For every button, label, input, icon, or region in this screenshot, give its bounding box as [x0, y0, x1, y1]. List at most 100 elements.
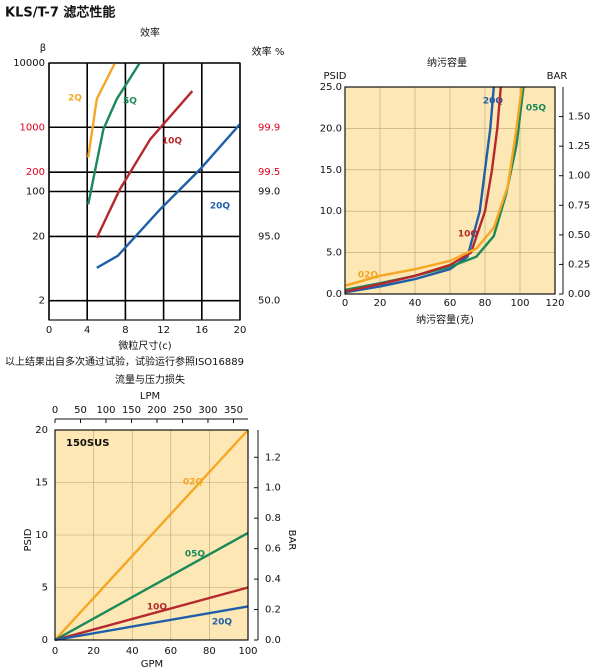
series-label: 05Q [526, 104, 547, 114]
series-line [95, 90, 194, 239]
chart-title: 流量与压力损失 [115, 373, 185, 386]
series-label: 10Q [147, 603, 168, 613]
series-line [96, 123, 241, 269]
x-tick-label: 60 [164, 646, 177, 657]
y-tick-label: 5 [42, 583, 48, 594]
y2-tick-label: 1.50 [568, 112, 590, 123]
y2-tick-label: 0.6 [265, 544, 281, 555]
x-axis-label: 微粒尺寸(c) [118, 339, 171, 352]
series-line [344, 86, 523, 287]
y2-tick-label: 95.0 [258, 231, 280, 242]
series-label: 20Q [212, 618, 233, 628]
page-title: KLS/T-7 滤芯性能 [5, 5, 115, 21]
x-tick-label: 40 [409, 298, 422, 309]
x-tick-label: 20 [87, 646, 100, 657]
y-tick-label: 10 [35, 530, 48, 541]
chart-title: 效率 [140, 26, 160, 39]
x-axis-label: GPM [141, 659, 163, 670]
x-axis-label: 纳污容量(克) [416, 313, 474, 326]
y-tick-label: 0.0 [326, 289, 342, 300]
y-tick-label: 1000 [20, 122, 45, 133]
x2-tick-label: 250 [173, 405, 192, 416]
y2-tick-label: 50.0 [258, 296, 280, 307]
y-tick-label: 5.0 [326, 248, 342, 259]
annotation: 150SUS [66, 438, 109, 449]
series-line [54, 605, 249, 642]
x-tick-label: 0 [52, 646, 58, 657]
x2-tick-label: 50 [74, 405, 87, 416]
y2-tick-label: 1.00 [568, 171, 590, 182]
plot-border [344, 86, 556, 295]
plot-border [54, 429, 249, 641]
y-tick-label: 2 [39, 296, 45, 307]
x-tick-label: 100 [238, 646, 257, 657]
y-tick-label: 200 [26, 167, 45, 178]
y2-tick-label: 0.25 [568, 259, 590, 270]
y2-axis-label: BAR [286, 530, 297, 551]
x-tick-label: 120 [545, 298, 564, 309]
y-axis-label: PSID [323, 71, 346, 82]
x-tick-label: 4 [84, 325, 90, 336]
y2-tick-label: 1.0 [265, 483, 281, 494]
series-line [54, 586, 249, 642]
series-line [87, 62, 141, 205]
x-tick-label: 8 [122, 325, 128, 336]
y2-tick-label: 1.2 [265, 452, 281, 463]
x2-tick-label: 350 [224, 405, 243, 416]
x-tick-label: 40 [126, 646, 139, 657]
series-label: 2Q [68, 94, 82, 104]
x-tick-label: 0 [342, 298, 348, 309]
series-label: 05Q [185, 550, 206, 560]
series-label: 10Q [458, 230, 479, 240]
y2-tick-label: 0.50 [568, 230, 590, 241]
y2-tick-label: 99.0 [258, 187, 280, 198]
x2-tick-label: 300 [198, 405, 217, 416]
y2-tick-label: 0.2 [265, 605, 281, 616]
x-tick-label: 80 [479, 298, 492, 309]
x-tick-label: 0 [46, 325, 52, 336]
y-tick-label: 100 [26, 187, 45, 198]
x2-tick-label: 0 [52, 405, 58, 416]
plot-border [48, 62, 241, 321]
series-label: 20Q [210, 202, 231, 212]
y-tick-label: 20.0 [320, 123, 342, 134]
y2-tick-label: 0.75 [568, 200, 590, 211]
x2-axis-label: LPM [140, 391, 160, 402]
x2-tick-label: 100 [96, 405, 115, 416]
y-tick-label: 10.0 [320, 206, 342, 217]
series-label: 10Q [162, 137, 183, 147]
y2-tick-label: 99.9 [258, 122, 280, 133]
y-axis-label: PSID [23, 528, 34, 551]
series-label: 02Q [183, 478, 204, 488]
series-label: 02Q [358, 271, 379, 281]
series-line [344, 86, 495, 294]
x-tick-label: 60 [444, 298, 457, 309]
x2-tick-label: 200 [147, 405, 166, 416]
y-tick-label: 20 [32, 231, 45, 242]
y2-tick-label: 0.8 [265, 513, 281, 524]
note: 以上结果出自多次通过试验，试验运行参照ISO16889 [5, 355, 244, 368]
y-tick-label: 25.0 [320, 82, 342, 93]
series-label: 5Q [123, 97, 137, 107]
y-tick-label: 15.0 [320, 165, 342, 176]
y-tick-label: 0 [42, 635, 48, 646]
y2-axis-label: 效率 % [252, 45, 285, 58]
y2-axis-label: BAR [547, 71, 568, 82]
x-tick-label: 100 [510, 298, 529, 309]
x-tick-label: 20 [374, 298, 387, 309]
series-line [344, 86, 502, 293]
series-line [87, 62, 116, 158]
x-tick-label: 80 [203, 646, 216, 657]
chart-title: 纳污容量 [427, 56, 467, 69]
y-tick-label: 20 [35, 425, 48, 436]
y2-tick-label: 0.00 [568, 289, 590, 300]
series-label: 20Q [483, 97, 504, 107]
y2-tick-label: 0.4 [265, 574, 281, 585]
x-tick-label: 20 [234, 325, 247, 336]
series-line [54, 429, 249, 641]
y-tick-label: 10000 [13, 58, 45, 69]
x-tick-label: 12 [157, 325, 170, 336]
x-tick-label: 16 [195, 325, 208, 336]
x2-tick-label: 150 [122, 405, 141, 416]
